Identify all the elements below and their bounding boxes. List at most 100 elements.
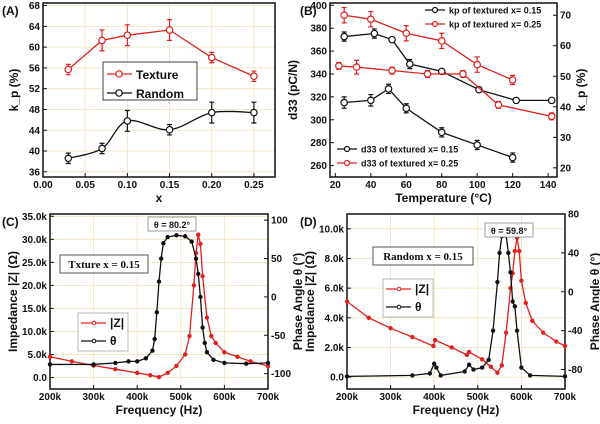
y-tick-label: 10.0k (22, 327, 47, 338)
y-tick-label: 30.0k (22, 235, 47, 246)
x-axis-label: Frequency (Hz) (116, 403, 203, 417)
data-point (462, 369, 467, 374)
data-point (152, 336, 157, 342)
data-point (432, 337, 438, 343)
y2-axis-label: Phase Angle θ (°) (588, 253, 600, 351)
panel-a: 0.00 0.05 0.10 0.15 0.20 0.25 36 40 44 48 52 56 60 64… (2, 1, 276, 205)
y2-tick-label: 50 (271, 254, 283, 265)
data-point (204, 349, 210, 355)
series-0 (344, 235, 568, 375)
data-point (530, 318, 535, 323)
data-point (222, 349, 227, 355)
data-point (541, 330, 546, 335)
data-point (514, 328, 520, 333)
data-point (466, 362, 472, 367)
data-point (449, 345, 454, 350)
data-point (204, 315, 210, 320)
data-point (123, 117, 132, 125)
data-point (250, 108, 258, 117)
data-point (156, 279, 162, 284)
data-point (431, 343, 436, 349)
y-axis-label: d33 (pC/N) (286, 60, 300, 120)
data-point (158, 256, 164, 261)
panel-b: 20 40 60 80 100 120 140 260 280 300 320 340 360 380 40… (286, 1, 588, 205)
data-point (517, 248, 522, 254)
y2-tick-label: -50 (271, 331, 286, 342)
data-point (198, 294, 203, 300)
panel-label: (D) (300, 215, 317, 229)
data-point (366, 96, 375, 105)
y2-tick-label: 20 (560, 163, 572, 174)
y-tick-label: 48 (29, 105, 41, 116)
y-tick-label: 52 (29, 84, 41, 95)
x-tick-label: 140 (540, 180, 557, 191)
data-point (47, 354, 53, 359)
legend-marker (431, 6, 439, 14)
y-tick-label: 64 (29, 22, 41, 33)
data-point (134, 370, 140, 376)
data-point (222, 360, 227, 366)
x-tick-label: 0.20 (202, 180, 222, 191)
panel-label: (B) (300, 4, 317, 18)
data-point (182, 352, 188, 357)
x-tick-label: 120 (504, 180, 521, 191)
data-point (459, 70, 467, 78)
sample-label-box (372, 246, 474, 266)
data-point (123, 31, 132, 40)
legend-box (77, 312, 129, 352)
panel-label: (C) (2, 215, 19, 229)
legend-marker (431, 20, 439, 28)
legend-label: θ (110, 334, 117, 348)
data-point (47, 362, 53, 367)
y2-axis-label: k_p (%) (574, 69, 588, 112)
data-point (165, 26, 174, 34)
data-point (148, 372, 153, 378)
x-tick-label: 300k (379, 392, 402, 403)
series-0 (64, 19, 258, 83)
data-point (370, 29, 379, 38)
data-point (512, 96, 521, 105)
data-point (248, 359, 253, 364)
data-point (134, 359, 140, 364)
x-axis-label: x (156, 191, 163, 205)
series-0 (47, 232, 271, 380)
data-point (154, 310, 160, 315)
series-line (344, 32, 552, 102)
x-axis-label: Frequency (Hz) (413, 403, 500, 417)
series-line (67, 29, 255, 77)
y2-tick-label: 40 (560, 102, 572, 113)
data-point (198, 241, 203, 247)
data-point (352, 63, 361, 71)
data-point (423, 70, 432, 78)
y-tick-label: 280 (310, 138, 327, 149)
y-tick-label: 20.0k (22, 281, 47, 292)
panel-c: 200k 300k 400k 500k 600k 700k 0.0 5.0k 10.0k 15.0… (2, 212, 305, 417)
x-tick-label: 40 (365, 180, 377, 191)
data-point (366, 315, 371, 321)
data-point (113, 360, 118, 366)
data-point (64, 154, 73, 163)
data-point (211, 357, 216, 363)
data-point (250, 72, 258, 81)
y-tick-label: 4.0k (325, 313, 345, 324)
data-point (213, 340, 218, 346)
data-point (434, 365, 439, 370)
y-tick-label: 360 (310, 47, 327, 58)
data-point (402, 104, 411, 113)
y-tick-label: 60 (29, 43, 41, 54)
data-point (187, 333, 192, 339)
legend-label: Texture (136, 68, 179, 82)
legend-label: Random (136, 87, 184, 101)
legend-label: kp of textured x= 0.15 (449, 6, 541, 16)
y2-tick-label: 0 (271, 292, 277, 303)
x-tick-label: 80 (436, 180, 448, 191)
x-tick-label: 500k (170, 392, 193, 403)
legend-label: θ (415, 300, 422, 314)
x-tick-label: 400k (126, 392, 149, 403)
x-tick-label: 700k (554, 392, 577, 403)
data-point (69, 359, 75, 364)
series-1 (64, 101, 258, 165)
data-point (235, 354, 240, 359)
legend-box (382, 278, 434, 318)
